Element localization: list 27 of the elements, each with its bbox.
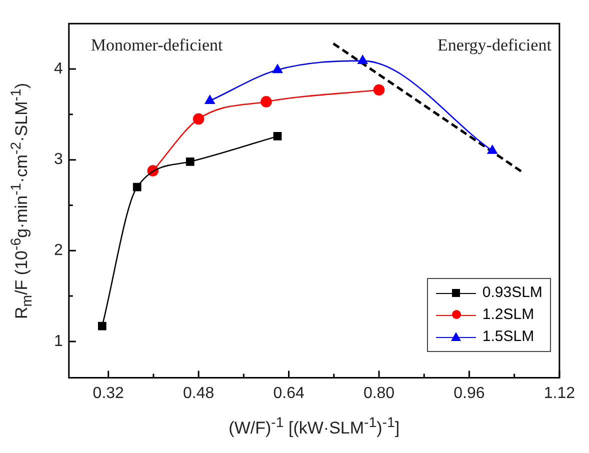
x-tick-label: 0.48: [183, 384, 214, 402]
point: [272, 64, 282, 74]
x-tick-label: 0.80: [363, 384, 395, 402]
x-axis-title: (W/F)$^{-1}$ [(kW·SLM$^{-1}$)$^{-1}$]: [228, 415, 400, 439]
legend-label: 1.2SLM: [482, 306, 534, 324]
x-tick-label: 0.96: [454, 384, 485, 402]
point: [192, 113, 204, 125]
y-tick-label: 4: [54, 60, 63, 78]
point: [186, 157, 194, 166]
legend-label: 1.5SLM: [482, 328, 534, 346]
point: [260, 96, 272, 108]
x-tick-label: 1.12: [544, 384, 576, 402]
annotation: Monomer-deficient: [90, 36, 224, 55]
point: [373, 84, 385, 96]
point: [204, 95, 215, 104]
point: [358, 55, 368, 64]
point: [273, 132, 282, 140]
point: [98, 322, 106, 330]
y-tick-label: 1: [54, 332, 63, 350]
x-tick-label: 0.32: [92, 384, 124, 402]
point: [487, 145, 498, 154]
legend-label: 0.93SLM: [482, 284, 542, 302]
x-tick-label: 0.64: [273, 384, 304, 402]
point: [132, 182, 142, 192]
y-tick-label: 2: [54, 242, 63, 260]
y-tick-label: 3: [54, 151, 63, 168]
annotation: Energy-deficient: [438, 36, 552, 55]
